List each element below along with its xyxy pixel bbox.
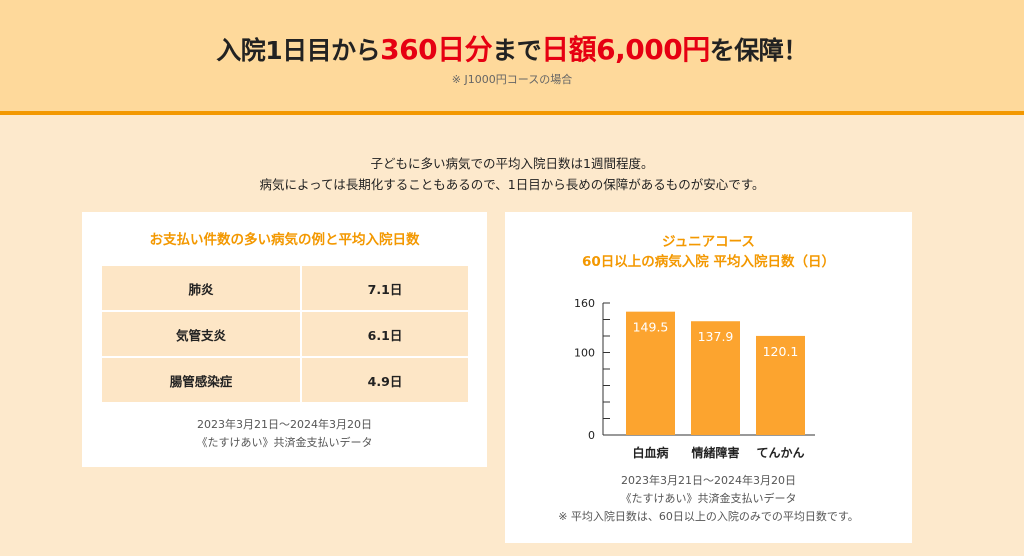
chart-source: 2023年3月21日～2024年3月20日 《たすけあい》共済金支払いデータ ※ 平… <box>558 474 859 523</box>
hospital-days-table-card: お支払い件数の多い病気の例と平均入院日数 肺炎 7.1日 気管支炎 6.1日 腸管感… <box>82 212 487 467</box>
bar-data-label: 137.9 <box>698 329 734 344</box>
table-row: 気管支炎 6.1日 <box>102 312 468 356</box>
x-tick-label: てんかん <box>756 446 804 460</box>
table-title: お支払い件数の多い病気の例と平均入院日数 <box>149 232 420 248</box>
hospital-days-table: 肺炎 7.1日 気管支炎 6.1日 腸管感染症 4.9日 <box>100 264 470 404</box>
bar-data-label: 120.1 <box>763 344 799 359</box>
course-note: ※ J1000円コースの場合 <box>451 73 573 86</box>
header-banner: 入院1日目から360日分まで日額6,000円を保障！ ※ J1000円コースの場… <box>0 0 1024 115</box>
table-row: 腸管感染症 4.9日 <box>102 358 468 402</box>
table-source: 2023年3月21日～2024年3月20日 《たすけあい》共済金支払いデータ <box>196 418 373 449</box>
bar-data-label: 149.5 <box>633 320 669 335</box>
x-tick-label: 情緒障害 <box>691 445 739 460</box>
bar-chart: 0 100 160 149.5 白血病 137.9 情緒障害 120.1 てんかん <box>574 297 815 460</box>
bar-情緒障害 <box>691 321 740 435</box>
x-tick-label: 白血病 <box>632 445 668 460</box>
y-tick-label: 160 <box>574 297 595 310</box>
headline: 入院1日目から360日分まで日額6,000円を保障！ <box>216 33 808 66</box>
intro-text: 子どもに多い病気での平均入院日数は1週間程度。 病気によっては長期化することもある… <box>259 156 765 192</box>
y-tick-label: 0 <box>588 429 595 442</box>
bar-白血病 <box>626 311 675 435</box>
y-tick-label: 100 <box>574 347 595 360</box>
chart-title: ジュニアコース 60日以上の病気入院 平均入院日数（日） <box>582 234 835 270</box>
table-row: 肺炎 7.1日 <box>102 266 468 310</box>
bar-てんかん <box>756 335 805 435</box>
chart-card: ジュニアコース 60日以上の病気入院 平均入院日数（日） 0 100 160 149.5… <box>505 212 912 543</box>
